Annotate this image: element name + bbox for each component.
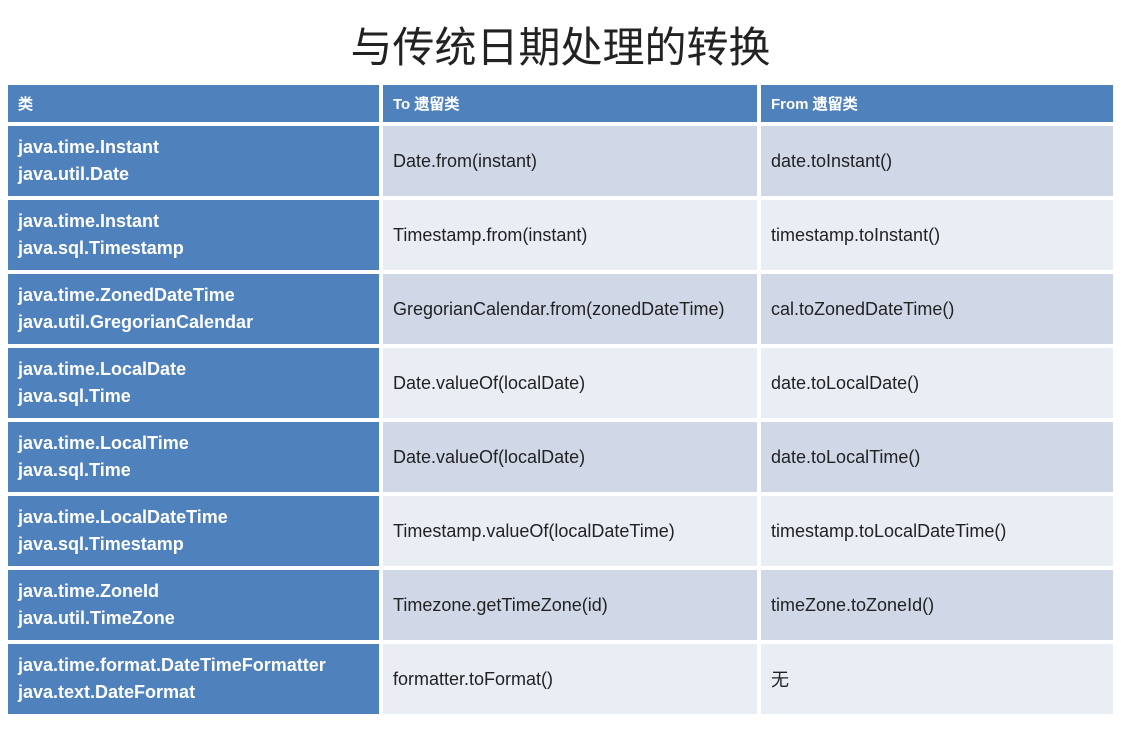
table-row: java.time.LocalDateTime java.sql.Timesta… — [6, 494, 1115, 568]
to-cell: Date.from(instant) — [381, 124, 759, 198]
header-to-legacy: To 遗留类 — [381, 83, 759, 124]
row-class-cell: java.time.ZoneId java.util.TimeZone — [6, 568, 381, 642]
from-cell: date.toLocalTime() — [759, 420, 1115, 494]
class-line: java.time.ZoneId — [18, 578, 369, 605]
conversion-table: 类 To 遗留类 From 遗留类 java.time.Instant java… — [6, 83, 1115, 716]
class-line: java.time.LocalDate — [18, 356, 369, 383]
table-row: java.time.format.DateTimeFormatter java.… — [6, 642, 1115, 716]
class-line: java.util.GregorianCalendar — [18, 309, 369, 336]
class-line: java.time.LocalDateTime — [18, 504, 369, 531]
to-cell: Timezone.getTimeZone(id) — [381, 568, 759, 642]
to-cell: Date.valueOf(localDate) — [381, 420, 759, 494]
row-class-cell: java.time.format.DateTimeFormatter java.… — [6, 642, 381, 716]
table-row: java.time.ZonedDateTime java.util.Gregor… — [6, 272, 1115, 346]
row-class-cell: java.time.LocalTime java.sql.Time — [6, 420, 381, 494]
table-row: java.time.ZoneId java.util.TimeZone Time… — [6, 568, 1115, 642]
from-cell: timeZone.toZoneId() — [759, 568, 1115, 642]
table-body: java.time.Instant java.util.Date Date.fr… — [6, 124, 1115, 716]
from-cell: date.toInstant() — [759, 124, 1115, 198]
page-title: 与传统日期处理的转换 — [0, 0, 1121, 83]
conversion-table-container: 类 To 遗留类 From 遗留类 java.time.Instant java… — [0, 83, 1121, 716]
row-class-cell: java.time.Instant java.util.Date — [6, 124, 381, 198]
row-class-cell: java.time.ZonedDateTime java.util.Gregor… — [6, 272, 381, 346]
table-row: java.time.LocalTime java.sql.Time Date.v… — [6, 420, 1115, 494]
row-class-cell: java.time.Instant java.sql.Timestamp — [6, 198, 381, 272]
from-cell: timestamp.toInstant() — [759, 198, 1115, 272]
from-cell: 无 — [759, 642, 1115, 716]
table-row: java.time.Instant java.sql.Timestamp Tim… — [6, 198, 1115, 272]
to-cell: Timestamp.from(instant) — [381, 198, 759, 272]
table-row: java.time.LocalDate java.sql.Time Date.v… — [6, 346, 1115, 420]
from-cell: cal.toZonedDateTime() — [759, 272, 1115, 346]
class-line: java.util.Date — [18, 161, 369, 188]
class-line: java.sql.Timestamp — [18, 235, 369, 262]
row-class-cell: java.time.LocalDate java.sql.Time — [6, 346, 381, 420]
to-cell: Timestamp.valueOf(localDateTime) — [381, 494, 759, 568]
from-cell: timestamp.toLocalDateTime() — [759, 494, 1115, 568]
to-cell: formatter.toFormat() — [381, 642, 759, 716]
class-line: java.sql.Time — [18, 383, 369, 410]
class-line: java.time.format.DateTimeFormatter — [18, 652, 369, 679]
header-from-legacy: From 遗留类 — [759, 83, 1115, 124]
class-line: java.time.ZonedDateTime — [18, 282, 369, 309]
row-class-cell: java.time.LocalDateTime java.sql.Timesta… — [6, 494, 381, 568]
class-line: java.time.LocalTime — [18, 430, 369, 457]
from-cell: date.toLocalDate() — [759, 346, 1115, 420]
class-line: java.sql.Time — [18, 457, 369, 484]
class-line: java.time.Instant — [18, 134, 369, 161]
class-line: java.text.DateFormat — [18, 679, 369, 706]
to-cell: GregorianCalendar.from(zonedDateTime) — [381, 272, 759, 346]
to-cell: Date.valueOf(localDate) — [381, 346, 759, 420]
class-line: java.sql.Timestamp — [18, 531, 369, 558]
header-class: 类 — [6, 83, 381, 124]
class-line: java.time.Instant — [18, 208, 369, 235]
table-header-row: 类 To 遗留类 From 遗留类 — [6, 83, 1115, 124]
table-row: java.time.Instant java.util.Date Date.fr… — [6, 124, 1115, 198]
class-line: java.util.TimeZone — [18, 605, 369, 632]
